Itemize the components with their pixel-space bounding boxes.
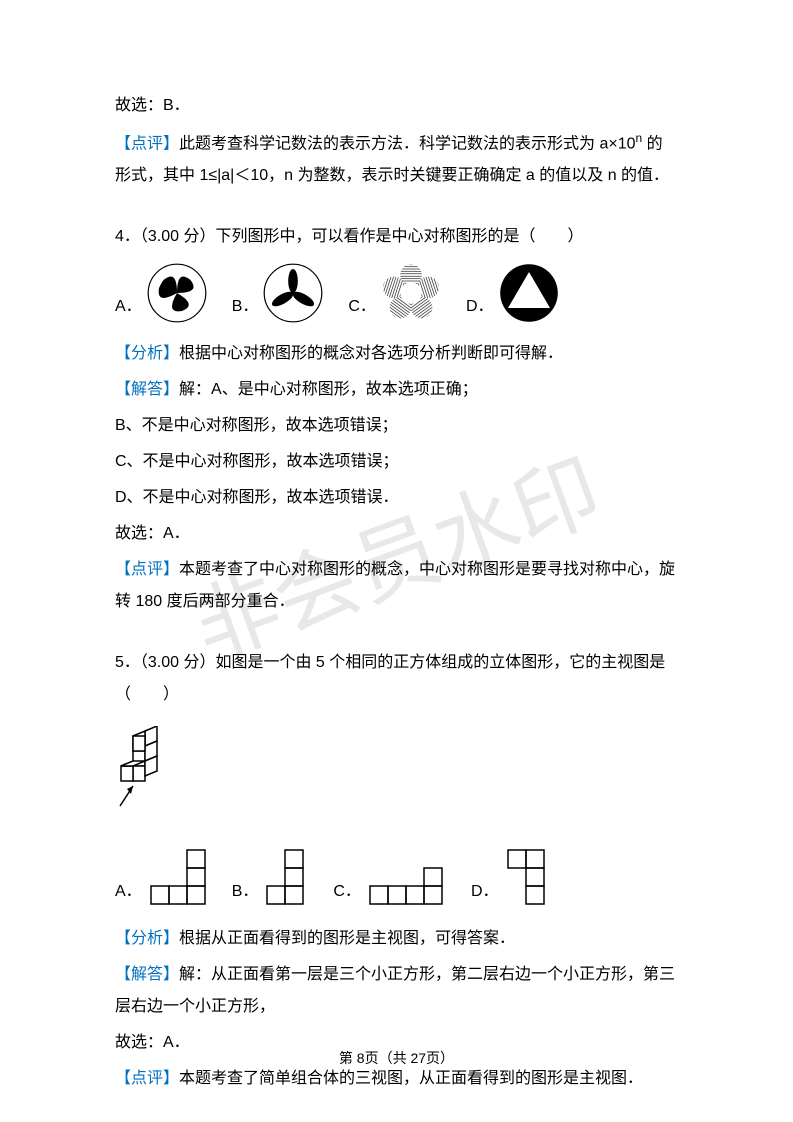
prev-review: 【点评】此题考查科学记数法的表示方法．科学记数法的表示形式为 a×10n 的形式…	[115, 126, 678, 192]
view-c-icon	[366, 866, 446, 908]
analysis-text-q5: 根据从正面看得到的图形是主视图，可得答案．	[179, 930, 515, 947]
q4-analysis: 【分析】根据中心对称图形的概念对各选项分析判断即可得解．	[115, 338, 678, 370]
answer-text-q5: 解：从正面看第一层是三个小正方形，第二层右边一个小正方形，第三层右边一个小正方形…	[115, 966, 675, 1015]
answer-tag-q5: 【解答】	[115, 966, 179, 983]
label-d: D．	[466, 291, 494, 323]
q4-option-d: D．	[466, 263, 559, 323]
label-c-q5: C．	[333, 876, 361, 908]
q5-option-c: C．	[333, 866, 446, 908]
label-a-q5: A．	[115, 876, 142, 908]
view-d-icon	[504, 848, 549, 908]
q5-analysis: 【分析】根据从正面看得到的图形是主视图，可得答案．	[115, 923, 678, 955]
prev-conclusion: 故选：B．	[115, 90, 678, 122]
cube-3d-icon	[115, 726, 185, 821]
q4-review: 【点评】本题考查了中心对称图形的概念，中心对称图形是要寻找对称中心，旋转 180…	[115, 554, 678, 618]
q5-option-a: A．	[115, 848, 207, 908]
q4-option-b: B．	[232, 263, 324, 323]
q5-review: 【点评】本题考查了简单组合体的三视图，从正面看得到的图形是主视图．	[115, 1063, 678, 1095]
q4-answer-line-a: 【解答】解：A、是中心对称图形，故本选项正确；	[115, 374, 678, 406]
shape-propeller-icon	[263, 263, 323, 323]
shape-flower-icon	[381, 263, 441, 323]
review-tag: 【点评】	[115, 135, 179, 152]
q4-option-c: C．	[348, 263, 441, 323]
q4-text: 4．（3.00 分）下列图形中，可以看作是中心对称图形的是（ ）	[115, 221, 678, 253]
q5-option-d: D．	[471, 848, 549, 908]
label-b-q5: B．	[232, 876, 259, 908]
answer-tag: 【解答】	[115, 381, 179, 398]
q4-conclusion: 故选：A．	[115, 518, 678, 550]
q5-text: 5．（3.00 分）如图是一个由 5 个相同的正方体组成的立体图形，它的主视图是…	[115, 647, 678, 711]
view-b-icon	[263, 848, 308, 908]
q4-option-a: A．	[115, 263, 207, 323]
review-text-q5: 本题考查了简单组合体的三视图，从正面看得到的图形是主视图．	[179, 1070, 643, 1087]
q4-answer-d: D、不是中心对称图形，故本选项错误．	[115, 482, 678, 514]
shape-triangle-circle-icon	[499, 263, 559, 323]
analysis-text: 根据中心对称图形的概念对各选项分析判断即可得解．	[179, 345, 563, 362]
label-c: C．	[348, 291, 376, 323]
analysis-tag: 【分析】	[115, 345, 179, 362]
analysis-tag-q5: 【分析】	[115, 930, 179, 947]
label-d-q5: D．	[471, 876, 499, 908]
q4-options: A． B． C．	[115, 263, 678, 323]
label-a: A．	[115, 291, 142, 323]
review-tag-q5: 【点评】	[115, 1070, 179, 1087]
page-content: 故选：B． 【点评】此题考查科学记数法的表示方法．科学记数法的表示形式为 a×1…	[115, 90, 678, 1095]
answer-a: 解：A、是中心对称图形，故本选项正确；	[179, 381, 478, 398]
shape-spiral-icon	[147, 263, 207, 323]
q5-3d-figure	[115, 726, 678, 833]
q4-answer-c: C、不是中心对称图形，故本选项错误；	[115, 446, 678, 478]
review-text-part1: 此题考查科学记数法的表示方法．科学记数法的表示形式为 a×10	[179, 135, 636, 152]
label-b: B．	[232, 291, 259, 323]
review-tag-q4: 【点评】	[115, 561, 179, 578]
q5-conclusion: 故选：A．	[115, 1027, 678, 1059]
review-text-q4: 本题考查了中心对称图形的概念，中心对称图形是要寻找对称中心，旋转 180 度后两…	[115, 561, 675, 610]
q5-option-b: B．	[232, 848, 309, 908]
q4-answer-b: B、不是中心对称图形，故本选项错误；	[115, 410, 678, 442]
q5-answer: 【解答】解：从正面看第一层是三个小正方形，第二层右边一个小正方形，第三层右边一个…	[115, 959, 678, 1023]
q5-options: A． B．	[115, 848, 678, 908]
view-a-icon	[147, 848, 207, 908]
